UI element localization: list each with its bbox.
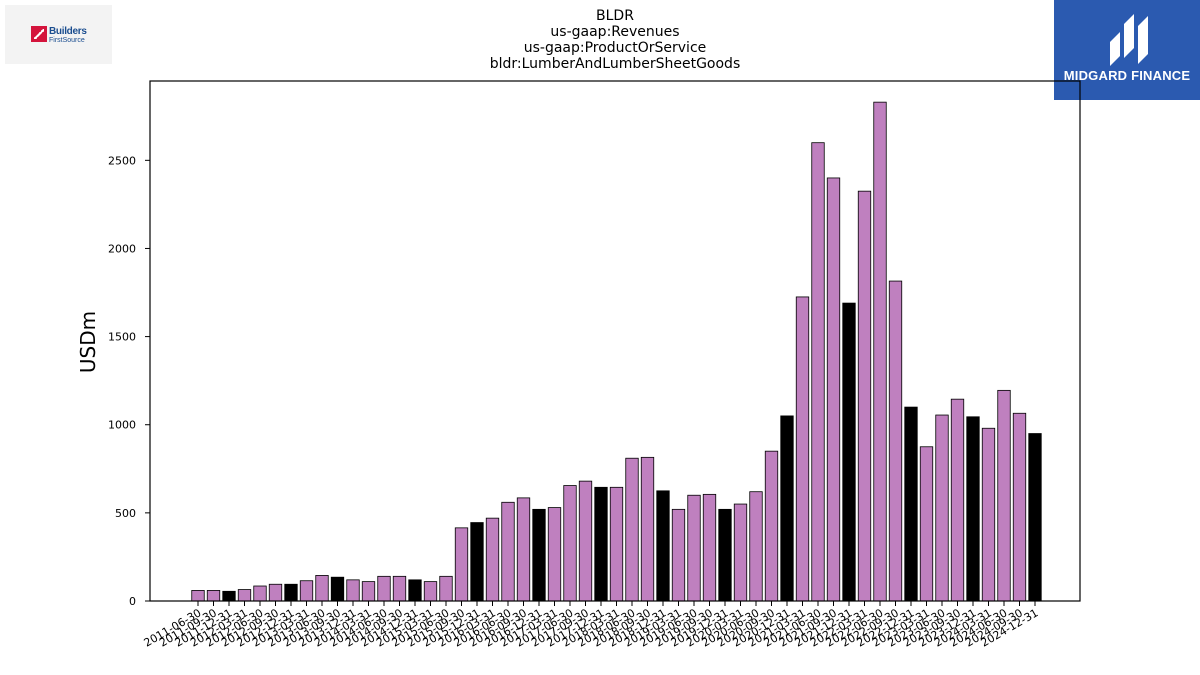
midgard-finance-logo: MIDGARD FINANCE <box>1054 0 1200 100</box>
logo-right-brand: MIDGARD FINANCE <box>1063 68 1191 83</box>
bar-2014-06-30 <box>377 575 391 602</box>
y-tick-label: 2000 <box>108 242 136 255</box>
bar-2023-03-31 <box>919 446 934 602</box>
bar-2016-09-30 <box>516 497 531 602</box>
bar-2011-06-30 <box>191 590 205 602</box>
bar-2013-12-31 <box>346 579 360 602</box>
bar-2023-06-30 <box>935 414 949 602</box>
bar-2014-09-30 <box>392 575 407 602</box>
bar-2015-03-31 <box>423 581 438 602</box>
bar-2021-03-31 <box>795 296 810 602</box>
bar-2016-03-31 <box>485 517 500 602</box>
y-tick-label: 1500 <box>108 331 136 344</box>
bar-2017-12-31 <box>594 486 608 602</box>
bar-2021-12-31 <box>842 302 856 602</box>
bar-2013-09-30 <box>330 576 345 602</box>
bar-2015-06-30 <box>439 575 453 602</box>
y-tick-label: 500 <box>115 507 136 520</box>
bar-2023-09-30 <box>950 398 965 602</box>
company-mark-icon <box>31 26 47 42</box>
bar-2012-09-30 <box>268 583 283 602</box>
builders-firstsource-logo: Builders FirstSource <box>5 5 112 64</box>
chart-title-line-1: BLDR <box>596 8 634 24</box>
bar-2022-12-31 <box>904 406 918 602</box>
bar-2019-12-31 <box>718 508 732 602</box>
chart-title-line-3: us-gaap:ProductOrService <box>523 40 707 56</box>
bar-2011-12-31 <box>222 590 236 602</box>
bar-2012-12-31 <box>284 583 298 602</box>
bar-2017-06-30 <box>563 485 577 602</box>
bar-2017-09-30 <box>578 480 593 602</box>
y-axis-label: USDm <box>76 311 100 373</box>
y-tick-label: 1000 <box>108 419 136 432</box>
bar-2021-09-30 <box>826 177 841 602</box>
bar-2012-06-30 <box>253 585 267 602</box>
chart-title-line-2: us-gaap:Revenues <box>550 24 680 40</box>
bar-2015-09-30 <box>454 527 469 602</box>
bar-2022-06-30 <box>873 101 887 602</box>
bar-2018-09-30 <box>640 456 655 602</box>
bar-2020-12-31 <box>780 415 794 602</box>
bar-2022-03-31 <box>857 190 872 602</box>
bar-2017-03-31 <box>547 507 562 602</box>
bar-2021-06-30 <box>811 142 825 602</box>
logo-left-line1: Builders <box>49 26 87 37</box>
bar-2011-09-30 <box>206 590 221 602</box>
y-tick-label: 0 <box>129 595 136 608</box>
bar-2024-03-31 <box>981 427 996 602</box>
bar-2020-06-30 <box>749 491 763 602</box>
bar-2018-03-31 <box>609 486 624 602</box>
bar-2013-06-30 <box>315 575 329 602</box>
bar-2019-03-31 <box>671 508 686 602</box>
midgard-emblem-icon <box>1110 14 1148 66</box>
y-axis: 0 500 1000 1500 2000 2500 <box>108 154 150 608</box>
plot-frame <box>149 80 1081 602</box>
bars-group <box>191 101 1042 602</box>
bar-2018-12-31 <box>656 490 670 602</box>
y-tick-label: 2500 <box>108 154 136 167</box>
bar-2020-03-31 <box>733 503 748 602</box>
bar-2024-12-31 <box>1028 433 1042 602</box>
bar-2014-12-31 <box>408 579 422 602</box>
bar-2018-06-30 <box>625 457 639 602</box>
bar-2019-09-30 <box>702 493 717 602</box>
bar-2014-03-31 <box>361 581 376 602</box>
bar-2024-06-30 <box>997 389 1011 602</box>
bar-2016-12-31 <box>532 508 546 602</box>
bar-2013-03-31 <box>299 580 314 602</box>
bar-2016-06-30 <box>501 501 515 602</box>
x-axis: 2011-06-302011-09-302011-12-312012-03-31… <box>142 601 1041 650</box>
bar-2020-09-30 <box>764 450 779 602</box>
bar-2023-12-31 <box>966 416 980 602</box>
bar-2015-12-31 <box>470 522 484 602</box>
chart-title-line-4: bldr:LumberAndLumberSheetGoods <box>489 56 741 72</box>
bar-2022-09-30 <box>888 280 903 602</box>
bar-2012-03-31 <box>237 589 252 602</box>
logo-left-line2: FirstSource <box>49 37 85 44</box>
bar-2024-09-30 <box>1012 412 1027 602</box>
bar-2019-06-30 <box>687 494 701 602</box>
